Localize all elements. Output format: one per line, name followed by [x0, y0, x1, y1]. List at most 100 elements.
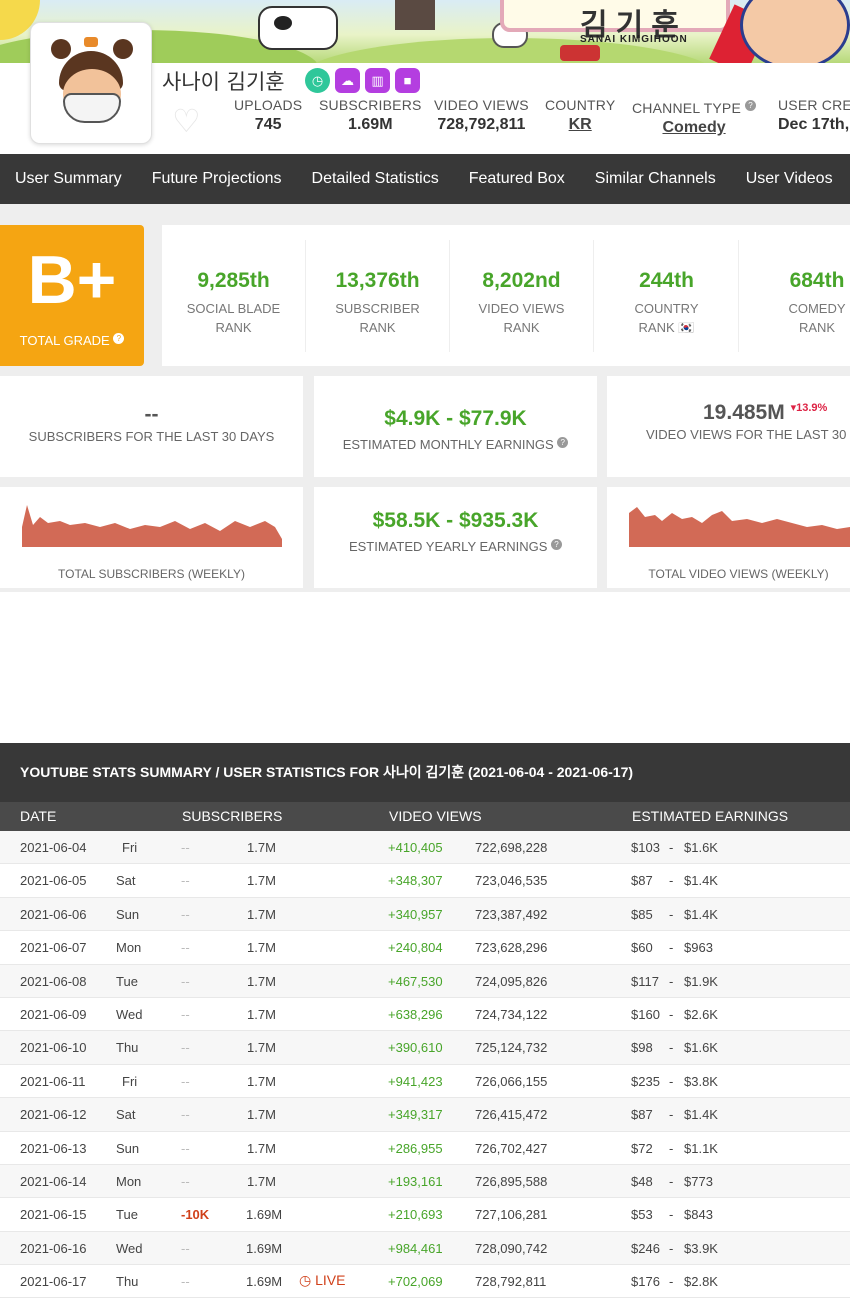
table-row: 2021-06-06 Sun -- 1.7M +340,957 723,387,492 $8… [0, 897, 850, 932]
row-subs-delta: -- [181, 906, 190, 922]
row-earnings-low: $87 [631, 873, 653, 889]
row-earnings-high: $1.6K [684, 840, 718, 855]
row-earnings-low: $85 [631, 906, 653, 922]
row-day: Thu [116, 1040, 139, 1056]
nav-detailed-statistics[interactable]: Detailed Statistics [311, 170, 439, 187]
row-views-delta: +941,423 [388, 1073, 443, 1089]
stat-user-created: USER CREA Dec 17th, [778, 97, 850, 133]
row-earnings-sep: - [669, 1040, 674, 1056]
nav-similar-channels[interactable]: Similar Channels [594, 170, 716, 187]
card-yearly-earnings: $58.5K - $935.3K ESTIMATED YEARLY EARNIN… [314, 487, 597, 588]
table-row: 2021-06-10 Thu -- 1.7M +390,610 725,124,732 $9… [0, 1031, 850, 1065]
cow-illustration [258, 6, 338, 50]
nav-future-projections[interactable]: Future Projections [151, 170, 282, 187]
table-row: 2021-06-08 Tue -- 1.7M +467,530 724,095,826 $1… [0, 964, 850, 998]
stat-channel-type: CHANNEL TYPE ? Comedy [632, 100, 757, 137]
row-earnings-high: $843 [684, 1207, 713, 1223]
help-icon[interactable]: ? [113, 333, 125, 344]
row-subs-delta: -10K [181, 1207, 210, 1223]
table-row: 2021-06-07 Mon -- 1.7M +240,804 723,628,296 $6… [0, 931, 850, 965]
col-video-views: VIDEO VIEWS [389, 808, 482, 824]
video-camera-icon[interactable]: ■ [395, 68, 420, 93]
card-subs-weekly-chart: TOTAL SUBSCRIBERS (WEEKLY) [0, 487, 303, 588]
nav-featured-box[interactable]: Featured Box [468, 170, 565, 187]
channel-type-link[interactable]: Comedy [662, 119, 726, 136]
table-header: DATE SUBSCRIBERS VIDEO VIEWS ESTIMATED E… [0, 802, 850, 831]
row-day: Tue [116, 1207, 138, 1223]
row-subs-delta: -- [181, 1073, 190, 1089]
row-views-delta: +193,161 [388, 1173, 443, 1189]
row-day: Tue [116, 973, 138, 989]
row-earnings-sep: - [669, 1006, 674, 1022]
row-subs-delta: -- [181, 973, 190, 989]
row-views-total: 724,734,122 [475, 1006, 548, 1022]
row-subs-total: 1.7M [247, 840, 276, 855]
row-subs-delta: -- [181, 1240, 190, 1256]
total-grade-box: B+ TOTAL GRADE ? [0, 225, 144, 366]
channel-avatar[interactable] [30, 22, 152, 144]
row-views-delta: +984,461 [388, 1240, 443, 1256]
banner-sign-text: 김기훈 [580, 9, 687, 42]
live-indicator[interactable]: ◷ LIVE [299, 1272, 346, 1289]
row-earnings-sep: - [669, 873, 674, 889]
row-views-delta: +240,804 [388, 940, 443, 956]
card-monthly-earnings: $4.9K - $77.9K ESTIMATED MONTHLY EARNING… [314, 376, 597, 477]
channel-name: 사나이 김기훈 [162, 70, 285, 94]
row-views-delta: +340,957 [388, 906, 443, 922]
row-earnings-sep: - [669, 1140, 674, 1156]
nav-user-videos[interactable]: User Videos [745, 170, 833, 187]
nav-user-summary[interactable]: User Summary [15, 170, 122, 187]
row-earnings-sep: - [669, 1173, 674, 1189]
row-views-total: 726,895,588 [475, 1173, 548, 1189]
row-earnings-low: $176 [631, 1274, 660, 1290]
row-earnings-sep: - [669, 1107, 674, 1123]
col-estimated-earnings: ESTIMATED EARNINGS [632, 808, 789, 824]
row-earnings-sep: - [669, 906, 674, 922]
favorite-heart-icon[interactable]: ♡ [172, 103, 201, 139]
row-earnings-high: $1.4K [684, 906, 718, 922]
row-views-total: 725,124,732 [475, 1040, 548, 1056]
sparkline-area [629, 507, 850, 547]
stat-country: COUNTRY KR [545, 97, 616, 133]
row-earnings-low: $48 [631, 1173, 653, 1189]
row-day: Mon [116, 1173, 142, 1189]
table-row: 2021-06-16 Wed -- 1.69M +984,461 728,090,742 $… [0, 1231, 850, 1266]
row-subs-delta: -- [181, 1140, 190, 1156]
row-subs-delta: -- [181, 873, 190, 889]
rank-comedy: 684th COMEDY RANK [788, 269, 846, 335]
help-icon[interactable]: ? [745, 100, 757, 111]
summary-title: YOUTUBE STATS SUMMARY / USER STATISTICS … [0, 743, 850, 802]
row-date: 2021-06-12 [20, 1107, 87, 1123]
table-row: 2021-06-14 Mon -- 1.7M +193,161 726,895,588 $4… [0, 1164, 850, 1199]
row-earnings-low: $246 [631, 1240, 660, 1256]
row-subs-delta: -- [181, 940, 190, 956]
clock-icon[interactable]: ◷ [305, 68, 330, 93]
row-views-delta: +349,317 [388, 1107, 443, 1123]
row-views-total: 726,066,155 [475, 1073, 548, 1089]
help-icon[interactable]: ? [557, 437, 569, 448]
row-views-total: 723,628,296 [475, 940, 548, 956]
help-icon[interactable]: ? [551, 539, 563, 550]
row-day: Fri [122, 1073, 138, 1089]
row-views-delta: +467,530 [388, 973, 443, 989]
row-earnings-sep: - [669, 940, 674, 956]
row-earnings-high: $3.8K [684, 1073, 718, 1089]
row-earnings-low: $117 [631, 973, 659, 989]
row-earnings-high: $1.6K [684, 1040, 718, 1056]
row-earnings-low: $87 [631, 1107, 653, 1123]
table-row: 2021-06-15 Tue -10K 1.69M +210,693 727,106,28… [0, 1198, 850, 1232]
country-link[interactable]: KR [568, 116, 592, 133]
row-earnings-low: $60 [631, 940, 653, 956]
main-nav: User Summary Future Projections Detailed… [0, 154, 850, 204]
row-subs-total: 1.7M [247, 1006, 276, 1022]
row-subs-delta: -- [181, 1006, 190, 1022]
bar-chart-icon[interactable]: ▥ [365, 68, 390, 93]
row-views-delta: +702,069 [388, 1274, 443, 1290]
views-sparkline [629, 507, 850, 547]
row-date: 2021-06-04 [20, 840, 87, 855]
row-earnings-high: $1.4K [684, 873, 718, 889]
row-earnings-high: $1.1K [684, 1140, 718, 1156]
row-earnings-sep: - [669, 1207, 674, 1223]
row-date: 2021-06-11 [20, 1073, 86, 1089]
cloud-upload-icon[interactable]: ☁ [335, 68, 360, 93]
